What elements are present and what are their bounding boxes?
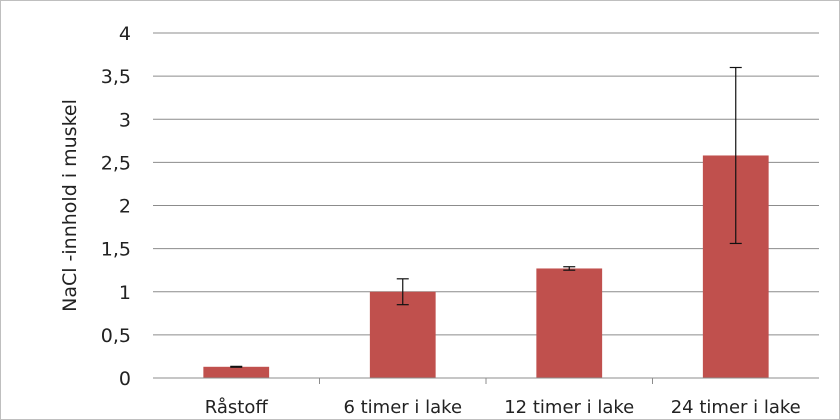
x-tick-label: 24 timer i lake [671,397,801,418]
bar [536,268,603,378]
y-tick-label: 3,5 [101,66,131,88]
y-tick-label: 1 [119,282,131,304]
y-axis-label: NaCl -innhold i muskel [59,99,81,312]
y-tick-label: 3 [119,109,131,131]
y-axis-ticks: 0 0,5 1 1,5 2 2,5 3 3,5 4 [101,23,131,390]
y-tick-label: 2,5 [101,152,131,174]
bar [203,366,270,378]
x-tick-label: 6 timer i lake [343,397,462,418]
y-tick-label: 0,5 [101,325,131,347]
x-axis-ticks: Råstoff 6 timer i lake 12 timer i lake 24 t… [205,378,801,418]
y-tick-label: 0 [119,368,131,390]
error-bars [230,66,742,368]
x-tick-label: 12 timer i lake [504,397,634,418]
bars [203,155,769,378]
bar [369,291,436,378]
y-tick-label: 2 [119,196,131,218]
y-tick-label: 4 [119,23,131,45]
gridlines [153,32,819,336]
y-tick-label: 1,5 [101,239,131,261]
x-tick-label: Råstoff [205,397,269,418]
